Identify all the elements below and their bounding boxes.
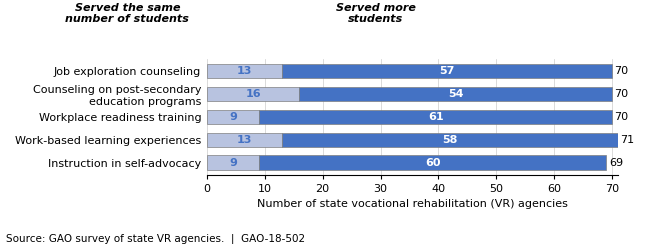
Text: 70: 70: [614, 66, 629, 76]
Bar: [282, 133, 618, 147]
Text: 71: 71: [620, 135, 634, 145]
Text: 60: 60: [425, 158, 441, 168]
Bar: [207, 87, 300, 101]
Text: 16: 16: [245, 89, 261, 99]
Text: Source: GAO survey of state VR agencies.  |  GAO-18-502: Source: GAO survey of state VR agencies.…: [6, 234, 306, 244]
Bar: [259, 110, 612, 124]
Text: 13: 13: [237, 135, 252, 145]
Bar: [207, 155, 259, 170]
Text: 54: 54: [448, 89, 463, 99]
Text: 9: 9: [229, 112, 237, 122]
Bar: [282, 64, 612, 78]
Text: 58: 58: [443, 135, 458, 145]
Text: 13: 13: [237, 66, 252, 76]
Text: 70: 70: [614, 112, 629, 122]
X-axis label: Number of state vocational rehabilitation (VR) agencies: Number of state vocational rehabilitatio…: [257, 200, 568, 210]
Text: Served more
students: Served more students: [336, 3, 415, 24]
Text: 57: 57: [439, 66, 455, 76]
Bar: [207, 64, 282, 78]
Bar: [207, 110, 259, 124]
Bar: [300, 87, 612, 101]
Bar: [207, 133, 282, 147]
Text: 61: 61: [428, 112, 443, 122]
Text: 9: 9: [229, 158, 237, 168]
Text: 69: 69: [609, 158, 623, 168]
Bar: [259, 155, 606, 170]
Text: 70: 70: [614, 89, 629, 99]
Text: Served the same
number of students: Served the same number of students: [66, 3, 189, 24]
